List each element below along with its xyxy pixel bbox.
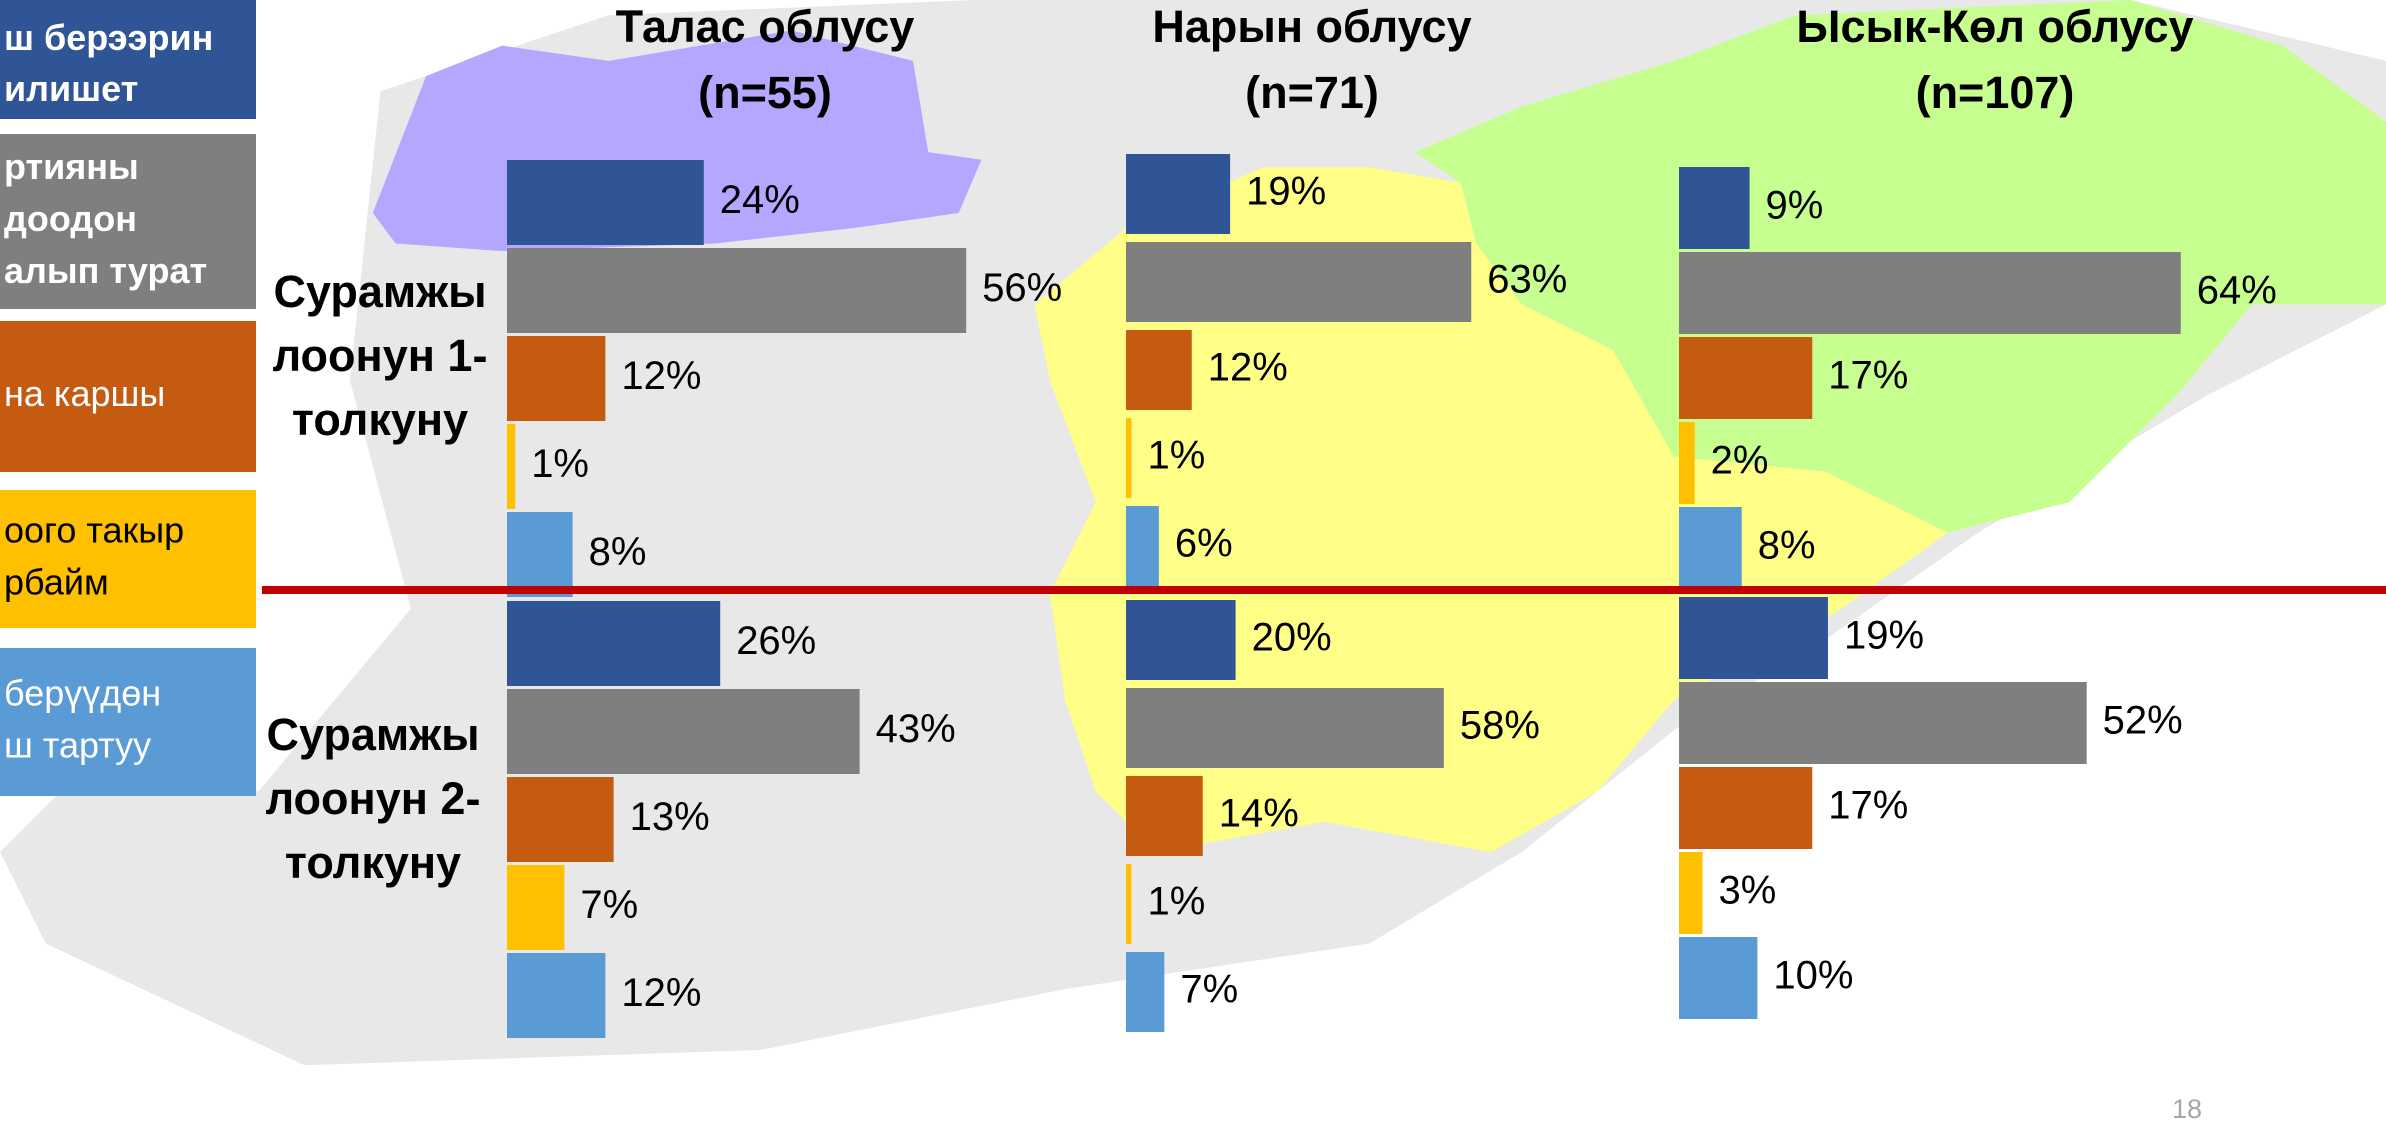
- value-label: 1%: [531, 442, 589, 486]
- value-label: 12%: [621, 971, 701, 1015]
- legend-label: ртияны: [4, 146, 139, 187]
- bar: [507, 512, 573, 597]
- value-label: 56%: [982, 266, 1062, 310]
- wave-label: лоонун 1-: [273, 330, 488, 381]
- value-label: 8%: [1758, 524, 1816, 568]
- bar: [1126, 864, 1132, 944]
- bar: [1126, 776, 1203, 856]
- legend-label: илишет: [4, 68, 138, 109]
- value-label: 12%: [621, 354, 701, 398]
- bar: [1679, 252, 2181, 334]
- bar: [507, 865, 565, 950]
- value-label: 7%: [580, 883, 638, 927]
- bar: [1679, 767, 1813, 849]
- bar: [1126, 506, 1159, 586]
- bar: [507, 248, 967, 333]
- value-label: 6%: [1175, 522, 1233, 566]
- chart-subtitle: (n=107): [1916, 67, 2075, 118]
- bar: [1126, 600, 1236, 680]
- legend-label: на каршы: [4, 373, 165, 414]
- bar: [507, 336, 606, 421]
- value-label: 1%: [1147, 880, 1205, 924]
- bar: [1126, 952, 1165, 1032]
- value-label: 52%: [2103, 699, 2183, 743]
- value-label: 17%: [1828, 354, 1908, 398]
- legend-label: рбайм: [4, 562, 109, 603]
- wave-label: лоонун 2-: [266, 773, 481, 824]
- page-number: 18: [2172, 1094, 2202, 1124]
- value-label: 3%: [1719, 869, 1777, 913]
- wave-label: Сурамжы: [273, 266, 486, 317]
- legend-box: [0, 134, 256, 309]
- bar: [507, 777, 614, 862]
- bar: [1679, 337, 1813, 419]
- bar: [1679, 937, 1758, 1019]
- value-label: 64%: [2197, 269, 2277, 313]
- value-label: 26%: [736, 619, 816, 663]
- legend-label: ш тартуу: [4, 725, 151, 766]
- bar: [1126, 330, 1192, 410]
- legend-label: ш берээрин: [4, 17, 213, 58]
- legend-label: доодон: [4, 198, 137, 239]
- bar: [1126, 418, 1132, 498]
- bar: [1679, 167, 1750, 249]
- bar: [507, 601, 721, 686]
- legend-label: алып турат: [4, 250, 207, 291]
- value-label: 20%: [1252, 616, 1332, 660]
- legend-box: [0, 490, 256, 628]
- value-label: 14%: [1219, 792, 1299, 836]
- bar: [1126, 688, 1444, 768]
- value-label: 12%: [1208, 346, 1288, 390]
- wave-label: Сурамжы: [266, 709, 479, 760]
- bar: [1679, 852, 1703, 934]
- value-label: 58%: [1460, 704, 1540, 748]
- bar: [1679, 597, 1828, 679]
- bar: [1126, 242, 1472, 322]
- value-label: 13%: [630, 795, 710, 839]
- value-label: 10%: [1773, 954, 1853, 998]
- chart-subtitle: (n=71): [1245, 67, 1379, 118]
- value-label: 63%: [1487, 258, 1567, 302]
- legend-label: оого такыр: [4, 510, 184, 551]
- content: ш берээрин илишет ртияны доодон алып турат на…: [0, 0, 2277, 1038]
- value-label: 19%: [1246, 170, 1326, 214]
- bar: [1679, 422, 1695, 504]
- value-label: 17%: [1828, 784, 1908, 828]
- bar: [1126, 154, 1231, 234]
- value-label: 7%: [1180, 968, 1238, 1012]
- bar: [507, 689, 860, 774]
- chart-title: Нарын облусу: [1152, 1, 1471, 52]
- map-naryn: [1034, 167, 1948, 853]
- legend-box: [0, 0, 256, 119]
- value-label: 19%: [1844, 614, 1924, 658]
- legend-box: [0, 321, 256, 472]
- value-label: 9%: [1766, 184, 1824, 228]
- chart-subtitle: (n=55): [698, 67, 832, 118]
- value-label: 8%: [589, 530, 647, 574]
- bar: [507, 160, 704, 245]
- bar: [507, 953, 606, 1038]
- value-label: 2%: [1711, 439, 1769, 483]
- value-label: 24%: [720, 178, 800, 222]
- legend-label: берүүдөн: [4, 673, 161, 714]
- value-label: 1%: [1147, 434, 1205, 478]
- legend-box: [0, 648, 256, 796]
- wave-label: толкуну: [285, 837, 461, 888]
- wave-label: толкуну: [292, 394, 468, 445]
- bar: [1679, 507, 1742, 589]
- value-label: 43%: [876, 707, 956, 751]
- bar: [1679, 682, 2087, 764]
- bar: [507, 424, 516, 509]
- chart-title: Ысык-Көл облусу: [1796, 1, 2193, 52]
- chart-title: Талас облусу: [616, 1, 915, 52]
